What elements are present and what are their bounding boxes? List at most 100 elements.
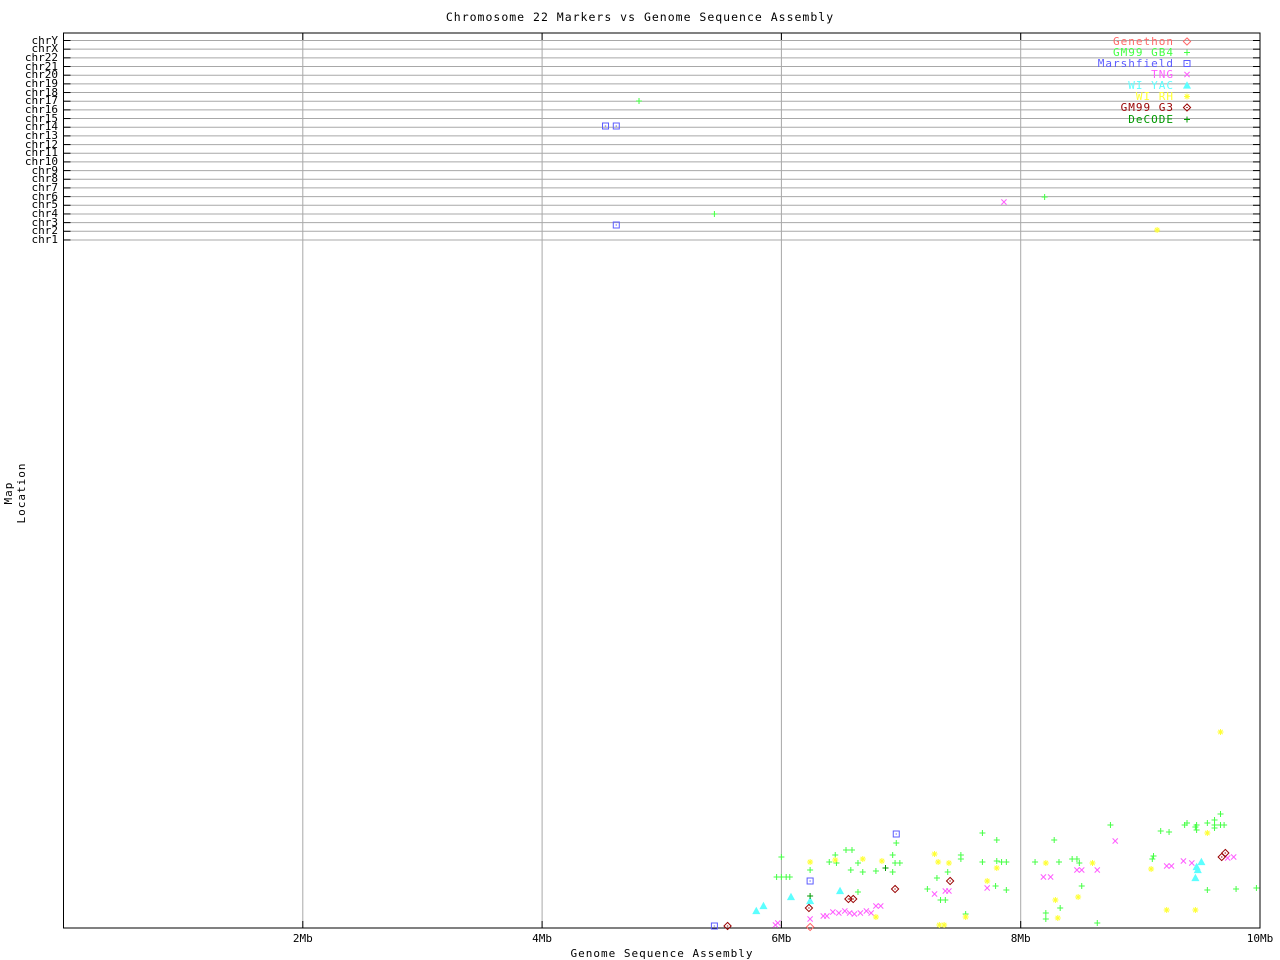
data-point-gm99-gb4 bbox=[1055, 859, 1062, 865]
data-point-wi-rh bbox=[1148, 866, 1155, 872]
legend-marker-glyph bbox=[1182, 36, 1192, 46]
data-point-wi-rh bbox=[878, 858, 885, 864]
x-tick-label-4Mb: 4Mb bbox=[532, 932, 553, 945]
data-point-gm99-g3 bbox=[1217, 852, 1227, 862]
data-point-tng bbox=[1163, 863, 1170, 869]
data-point-tng bbox=[829, 909, 836, 915]
data-point-gm99-g3 bbox=[844, 894, 853, 904]
y-tick-label-chr20: chr20 bbox=[24, 68, 58, 82]
data-point-gm99-g3 bbox=[848, 894, 858, 904]
legend-label: GM99 GB4 bbox=[1113, 45, 1174, 59]
diamond-dot-icon bbox=[1182, 103, 1192, 113]
data-point-gm99-gb4 bbox=[1003, 859, 1010, 865]
data-point-gm99-gb4 bbox=[1204, 887, 1211, 893]
y-tick-label-chr14: chr14 bbox=[24, 120, 58, 134]
data-point-gm99-gb4 bbox=[1253, 885, 1260, 891]
data-point-tng bbox=[1230, 854, 1237, 860]
data-point-wi-rh bbox=[1154, 227, 1161, 233]
data-point-wi-rh bbox=[832, 857, 839, 863]
data-point-gm99-gb4 bbox=[893, 840, 900, 846]
y-tick-label-chr2: chr2 bbox=[31, 224, 59, 238]
legend-label: WI RH bbox=[1135, 90, 1174, 104]
data-point-tng bbox=[1188, 860, 1195, 866]
y-tick-label-chr15: chr15 bbox=[24, 111, 58, 125]
data-point-tng bbox=[851, 911, 858, 917]
data-point-wi-yac bbox=[1191, 873, 1200, 882]
diamond-open-icon bbox=[1182, 36, 1192, 46]
plot-border bbox=[63, 32, 1261, 929]
data-point-gm99-gb4 bbox=[889, 852, 896, 858]
y-tick-label-chr4: chr4 bbox=[31, 206, 59, 220]
data-point-gm99-gb4 bbox=[1149, 856, 1156, 862]
data-point-wi-rh bbox=[807, 859, 814, 865]
legend-marker-glyph bbox=[1184, 49, 1190, 56]
chart-title: Chromosome 22 Markers vs Genome Sequence… bbox=[445, 10, 835, 24]
asterisk-icon bbox=[1184, 93, 1190, 100]
legend-item-tng: TNG bbox=[1040, 69, 1240, 80]
y-tick-label-chr13: chr13 bbox=[24, 128, 58, 142]
data-point-gm99-gb4 bbox=[843, 847, 850, 853]
data-point-gm99-gb4 bbox=[933, 875, 940, 881]
data-point-tng bbox=[868, 910, 875, 916]
data-point-gm99-g3 bbox=[723, 921, 732, 931]
legend-label: GM99 G3 bbox=[1120, 101, 1174, 115]
data-point-gm99-gb4 bbox=[957, 856, 964, 862]
triangle-icon bbox=[1182, 81, 1192, 89]
data-point-wi-rh bbox=[941, 922, 948, 928]
data-point-wi-rh bbox=[859, 856, 866, 862]
legend-marker-glyph bbox=[1184, 71, 1190, 78]
data-point-decode bbox=[882, 865, 889, 871]
data-point-wi-rh bbox=[872, 914, 879, 920]
data-point-gm99-gb4 bbox=[944, 869, 951, 875]
legend-label: WI YAC bbox=[1128, 79, 1174, 93]
legend-item-genethon: Genethon bbox=[1040, 36, 1240, 47]
data-point-tng bbox=[1180, 858, 1187, 864]
data-point-tng bbox=[1112, 838, 1119, 844]
y-tick-label-chr21: chr21 bbox=[24, 59, 58, 73]
data-point-tng bbox=[1094, 867, 1101, 873]
legend-item-wi-yac: WI YAC bbox=[1040, 80, 1240, 91]
data-point-gm99-gb4 bbox=[924, 886, 931, 892]
data-point-gm99-gb4 bbox=[889, 869, 896, 875]
y-tick-label-chr18: chr18 bbox=[24, 85, 58, 99]
data-point-marshfield bbox=[892, 830, 900, 838]
square-dot-icon bbox=[1183, 59, 1191, 67]
data-point-gm99-gb4 bbox=[807, 867, 814, 873]
data-point-tng bbox=[877, 903, 884, 909]
data-point-wi-yac bbox=[759, 901, 768, 910]
data-point-gm99-gb4 bbox=[778, 854, 785, 860]
data-point-wi-rh bbox=[945, 860, 952, 866]
data-point-gm99-gb4 bbox=[848, 847, 855, 853]
data-point-gm99-gb4 bbox=[1157, 828, 1164, 834]
y-tick-label-chr12: chr12 bbox=[24, 137, 58, 151]
y-tick-label-chr16: chr16 bbox=[24, 102, 58, 116]
data-point-gm99-gb4 bbox=[1233, 886, 1240, 892]
legend-item-gm99-gb4: GM99 GB4 bbox=[1040, 47, 1240, 58]
y-tick-label-chr22: chr22 bbox=[24, 50, 58, 64]
data-point-tng bbox=[872, 903, 879, 909]
y-tick-label-chr17: chr17 bbox=[24, 94, 58, 108]
x-tick-label-8Mb: 8Mb bbox=[1010, 932, 1031, 945]
data-point-decode bbox=[807, 893, 814, 899]
data-point-gm99-gb4 bbox=[854, 889, 861, 895]
data-point-gm99-gb4 bbox=[1094, 920, 1101, 926]
y-tick-label-chr1: chr1 bbox=[31, 232, 59, 246]
legend-item-decode: DeCODE bbox=[1040, 114, 1240, 125]
data-point-tng bbox=[1000, 199, 1007, 205]
data-point-gm99-gb4 bbox=[854, 860, 861, 866]
data-point-gm99-gb4 bbox=[1073, 856, 1080, 862]
legend-label: DeCODE bbox=[1128, 112, 1174, 126]
data-point-tng bbox=[863, 908, 870, 914]
data-point-gm99-g3 bbox=[890, 884, 900, 894]
y-tick-label-chrX: chrX bbox=[31, 42, 59, 56]
data-point-gm99-gb4 bbox=[1057, 905, 1064, 911]
data-point-tng bbox=[807, 916, 814, 922]
legend-marker-glyph bbox=[1184, 93, 1190, 100]
data-point-wi-yac bbox=[786, 892, 796, 901]
data-point-tng bbox=[1040, 874, 1047, 880]
data-point-marshfield bbox=[806, 877, 814, 885]
data-point-tng bbox=[857, 910, 864, 916]
data-point-gm99-gb4 bbox=[993, 858, 1000, 864]
